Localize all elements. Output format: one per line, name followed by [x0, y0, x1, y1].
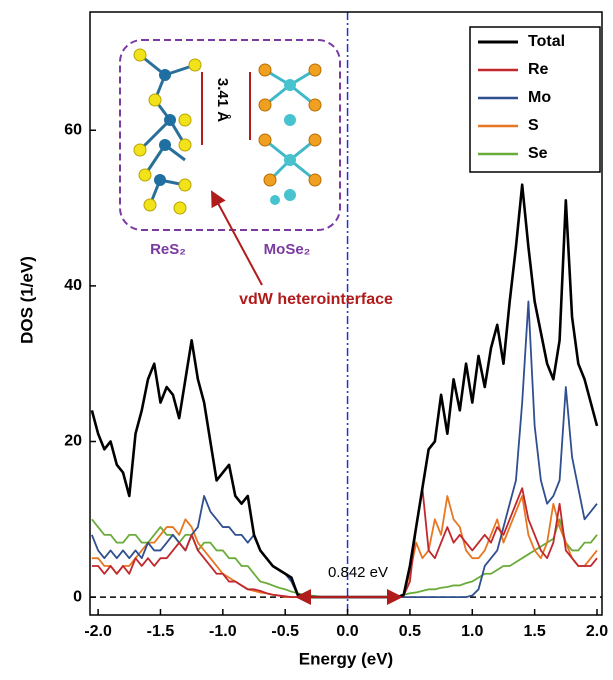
x-tick-label: 0.0 [336, 623, 358, 640]
series-line [92, 301, 597, 597]
legend-label: S [528, 117, 539, 134]
mose2-label: MoSe₂ [264, 241, 311, 258]
legend-label: Mo [528, 89, 551, 106]
series-line [92, 496, 597, 597]
x-tick-label: 1.0 [461, 623, 483, 640]
x-tick-label: 2.0 [586, 623, 608, 640]
y-tick-label: 0 [73, 588, 82, 605]
gap-label: 0.842 eV [328, 564, 388, 581]
legend-label: Se [528, 145, 548, 162]
x-tick-label: 0.5 [399, 623, 421, 640]
chart: DOS (1/eV) Energy (eV) 0.842 eV [0, 0, 613, 675]
y-tick-label: 40 [64, 277, 82, 294]
y-axis-label: DOS (1/eV) [17, 256, 36, 344]
x-axis-label: Energy (eV) [299, 649, 393, 668]
legend-label: Total [528, 33, 565, 50]
y-tick-label: 60 [64, 121, 82, 138]
x-tick-label: -0.5 [271, 623, 299, 640]
legend-label: Re [528, 61, 549, 78]
structure-inset: 3.41 Å [120, 40, 340, 230]
spacing-label: 3.41 Å [214, 78, 231, 122]
legend: Total Re Mo S Se [470, 27, 600, 172]
interface-label: vdW heterointerface [239, 291, 393, 308]
y-tick-label: 20 [64, 433, 82, 450]
x-tick-label: -2.0 [84, 623, 112, 640]
x-tick-label: -1.5 [147, 623, 175, 640]
x-tick-label: -1.0 [209, 623, 237, 640]
x-tick-label: 1.5 [524, 623, 546, 640]
res2-label: ReS₂ [150, 241, 186, 258]
